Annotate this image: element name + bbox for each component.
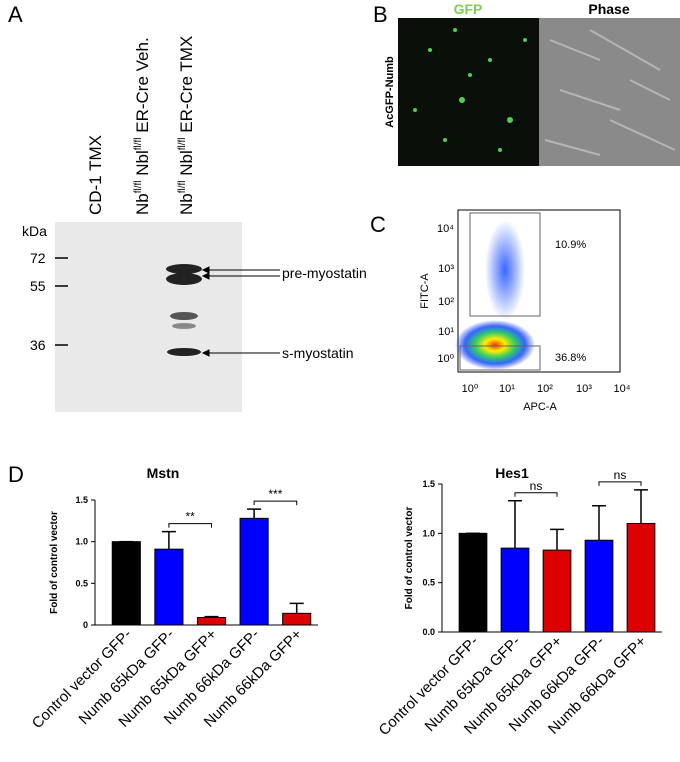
marker-label: 36: [30, 337, 46, 353]
panel-label: A: [8, 2, 23, 27]
row-label: AcGFP-Numb: [384, 56, 396, 128]
panel-label: C: [370, 212, 386, 237]
lane-label-part: ER-Cre TMX: [177, 36, 196, 138]
y-tick-label: 0.5: [422, 578, 435, 588]
x-tick-label: 10³: [576, 383, 592, 395]
band-label: pre-myostatin: [282, 265, 367, 281]
axis-label: FITC-A: [419, 273, 431, 309]
error-bar: [508, 500, 522, 549]
lane-label-part: Nb: [133, 193, 152, 215]
blot-image: [55, 222, 242, 412]
x-tick-label: 10⁰: [462, 383, 479, 395]
gate-label: 36.8%: [555, 352, 586, 364]
density: [455, 320, 535, 370]
y-tick-label: 10²: [438, 296, 454, 308]
bar: [111, 541, 141, 626]
significance-bracket: [253, 500, 298, 506]
density: [485, 220, 525, 320]
bar: [500, 547, 530, 633]
column-label: Phase: [588, 1, 629, 17]
bar: [154, 548, 184, 626]
x-tick-label: 10²: [537, 383, 553, 395]
blot-bands: [166, 264, 202, 356]
gfp-image: [398, 18, 539, 166]
y-tick-label: 0.0: [422, 627, 435, 637]
y-tick-label: 10³: [438, 263, 454, 275]
x-tick-label: 10⁴: [614, 383, 631, 395]
y-tick-label: 1.0: [422, 528, 435, 538]
chart-title: Mstn: [147, 465, 180, 481]
significance-bracket: [598, 481, 642, 486]
bar: [542, 549, 572, 633]
panel-label: D: [8, 462, 24, 487]
lane-label: Nbfl/fl Nblfl/fl ER-Cre TMX: [177, 36, 196, 215]
chart-title: Hes1: [495, 465, 529, 481]
panel-label: B: [373, 2, 388, 27]
significance-label: ns: [530, 479, 543, 493]
marker-ticks: [55, 257, 68, 346]
y-tick-label: 0: [83, 620, 88, 630]
lane-label-part: Nbl: [177, 150, 196, 180]
error-bar: [550, 528, 564, 551]
significance-bracket: [168, 523, 212, 528]
bar: [458, 532, 488, 633]
phase-cells: [544, 29, 676, 156]
y-axis-label: Fold of control vector: [49, 511, 60, 614]
lane-label-part: Nbl: [133, 150, 152, 180]
axis-label: APC-A: [523, 401, 557, 413]
bar: [626, 522, 656, 633]
lane-label-part: fl/fl: [177, 180, 188, 193]
lane-label: Nbfl/fl Nblfl/fl ER-Cre Veh.: [133, 37, 152, 215]
y-tick-label: 1.5: [422, 479, 435, 489]
y-tick-label: 10⁴: [437, 223, 454, 235]
gate: [459, 345, 541, 371]
bar: [282, 612, 312, 626]
y-tick-label: 1.0: [75, 537, 88, 547]
y-tick-label: 10⁰: [437, 353, 454, 365]
band-label: s-myostatin: [282, 345, 354, 361]
column-label: GFP: [454, 1, 483, 17]
gate: [469, 212, 541, 317]
gfp-cells: [413, 28, 527, 152]
lane-label-part: fl/fl: [177, 137, 188, 150]
band-arrows: [201, 266, 280, 357]
error-bar: [247, 508, 262, 519]
lane-label-part: fl/fl: [133, 137, 144, 150]
lane-label-part: ER-Cre Veh.: [133, 37, 152, 137]
bar: [239, 517, 269, 626]
gate-label: 10.9%: [555, 239, 586, 251]
lane-label-part: fl/fl: [133, 180, 144, 193]
significance-label: ns: [614, 468, 627, 482]
error-bar: [592, 504, 606, 541]
unit-label: kDa: [22, 223, 47, 239]
error-bar: [161, 530, 176, 550]
significance-label: ***: [268, 487, 282, 501]
lane-label-part: Nb: [177, 193, 196, 215]
y-tick-label: 10¹: [438, 326, 454, 338]
marker-label: 55: [30, 278, 46, 294]
marker-label: 72: [30, 250, 46, 266]
bar: [584, 539, 614, 633]
lane-label-part: CD-1 TMX: [86, 135, 105, 215]
significance-label: **: [186, 510, 196, 524]
y-tick-label: 0.5: [75, 578, 88, 588]
y-axis-label: Fold of control vector: [404, 507, 415, 610]
error-bar: [289, 602, 304, 614]
y-tick-label: 1.5: [75, 495, 88, 505]
bar: [196, 617, 227, 626]
x-tick-label: 10¹: [499, 383, 515, 395]
error-bar: [204, 615, 219, 618]
lane-label: CD-1 TMX: [86, 135, 105, 215]
significance-bracket: [514, 492, 558, 497]
error-bar: [634, 489, 648, 524]
